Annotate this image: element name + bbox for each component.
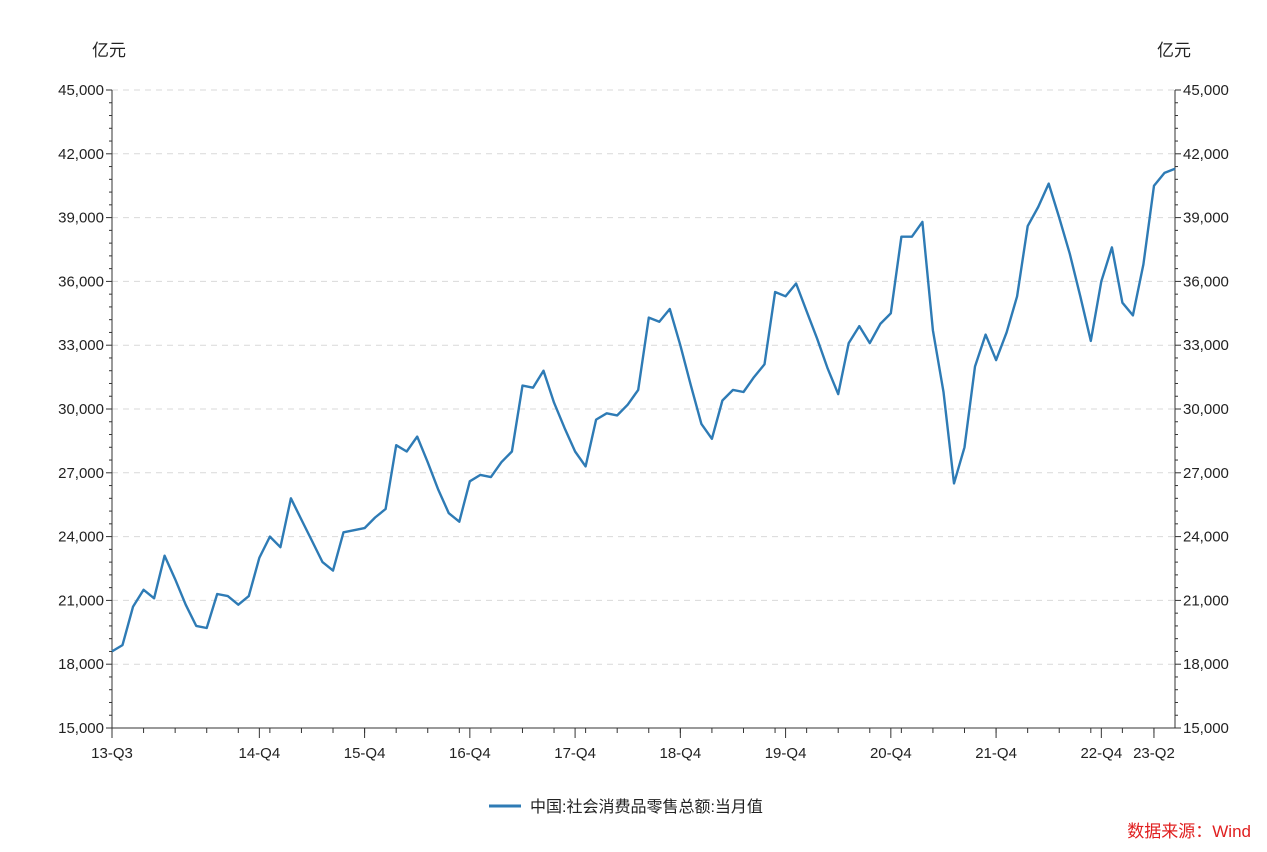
y-tick-label-right: 33,000 [1183,337,1229,354]
y-tick-label-right: 30,000 [1183,401,1229,418]
x-tick-label: 16-Q4 [449,745,491,762]
x-tick-label: 15-Q4 [344,745,386,762]
data-source: 数据来源：Wind [1127,822,1251,841]
x-tick-label: 18-Q4 [659,745,701,762]
y-tick-label-left: 30,000 [58,401,104,418]
y-unit-right: 亿元 [1157,41,1191,60]
y-tick-label-left: 24,000 [58,529,104,546]
x-tick-label: 23-Q2 [1133,745,1175,762]
y-tick-label-left: 39,000 [58,210,104,227]
y-unit-left: 亿元 [92,41,126,60]
x-tick-label: 19-Q4 [765,745,807,762]
x-tick-label: 20-Q4 [870,745,912,762]
x-tick-label: 22-Q4 [1080,745,1122,762]
y-tick-label-right: 24,000 [1183,529,1229,546]
y-tick-label-right: 27,000 [1183,465,1229,482]
x-tick-label: 14-Q4 [238,745,280,762]
x-tick-label: 21-Q4 [975,745,1017,762]
y-tick-label-right: 18,000 [1183,656,1229,673]
x-axis: 13-Q3 14-Q4 15-Q4 16-Q4 17-Q4 18-Q4 19-Q4 20-Q4… [91,728,1175,762]
series-line [111,167,1176,653]
y-tick-label-right: 45,000 [1183,82,1229,99]
y-tick-label-right: 39,000 [1183,210,1229,227]
y-tick-label-left: 36,000 [58,273,104,290]
grid-lines [112,89,1175,665]
y-tick-label-left: 42,000 [58,146,104,163]
legend: 中国:社会消费品零售总额:当月值 [489,798,763,816]
series-group [111,167,1176,653]
y-tick-label-left: 18,000 [58,656,104,673]
y-tick-label-right: 36,000 [1183,273,1229,290]
y-axis-right: 15,000 18,000 21,000 24,000 27,000 30,000 33,0… [1175,82,1229,737]
y-tick-label-right: 21,000 [1183,592,1229,609]
x-tick-label: 17-Q4 [554,745,596,762]
y-tick-label-right: 15,000 [1183,720,1229,737]
y-tick-label-left: 33,000 [58,337,104,354]
y-tick-label-left: 21,000 [58,592,104,609]
x-tick-label: 13-Q3 [91,745,133,762]
y-tick-label-left: 15,000 [58,720,104,737]
y-tick-label-left: 45,000 [58,82,104,99]
legend-label: 中国:社会消费品零售总额:当月值 [530,798,763,816]
y-tick-label-right: 42,000 [1183,146,1229,163]
y-tick-label-left: 27,000 [58,465,104,482]
y-axis-left: 15,000 18,000 21,000 24,000 27,000 30,000 33,0… [58,82,112,737]
